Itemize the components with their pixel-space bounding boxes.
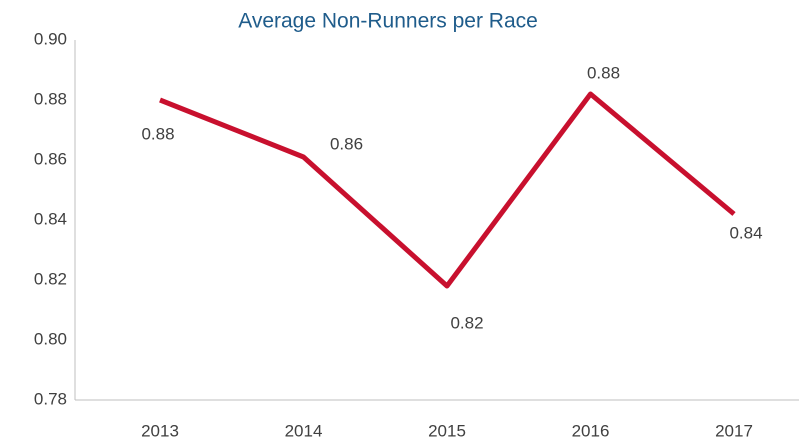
y-tick-label: 0.84	[34, 209, 67, 228]
y-tick-label: 0.80	[34, 329, 67, 348]
data-label: 0.88	[141, 124, 174, 143]
data-label: 0.88	[587, 63, 620, 82]
data-label: 0.82	[450, 313, 483, 332]
x-tick-label: 2016	[572, 421, 610, 440]
y-tick-label: 0.78	[34, 389, 67, 408]
x-tick-label: 2013	[141, 421, 179, 440]
y-tick-label: 0.88	[34, 89, 67, 108]
chart-title: Average Non-Runners per Race	[238, 10, 538, 33]
data-label: 0.84	[729, 223, 762, 242]
line	[159, 91, 736, 289]
x-tick-label: 2014	[285, 421, 323, 440]
data-label: 0.86	[330, 134, 363, 153]
x-tick-label: 2017	[715, 421, 753, 440]
y-tick-label: 0.86	[34, 149, 67, 168]
x-tick-label: 2015	[428, 421, 466, 440]
y-tick-label: 0.90	[34, 29, 67, 48]
y-tick-label: 0.82	[34, 269, 67, 288]
